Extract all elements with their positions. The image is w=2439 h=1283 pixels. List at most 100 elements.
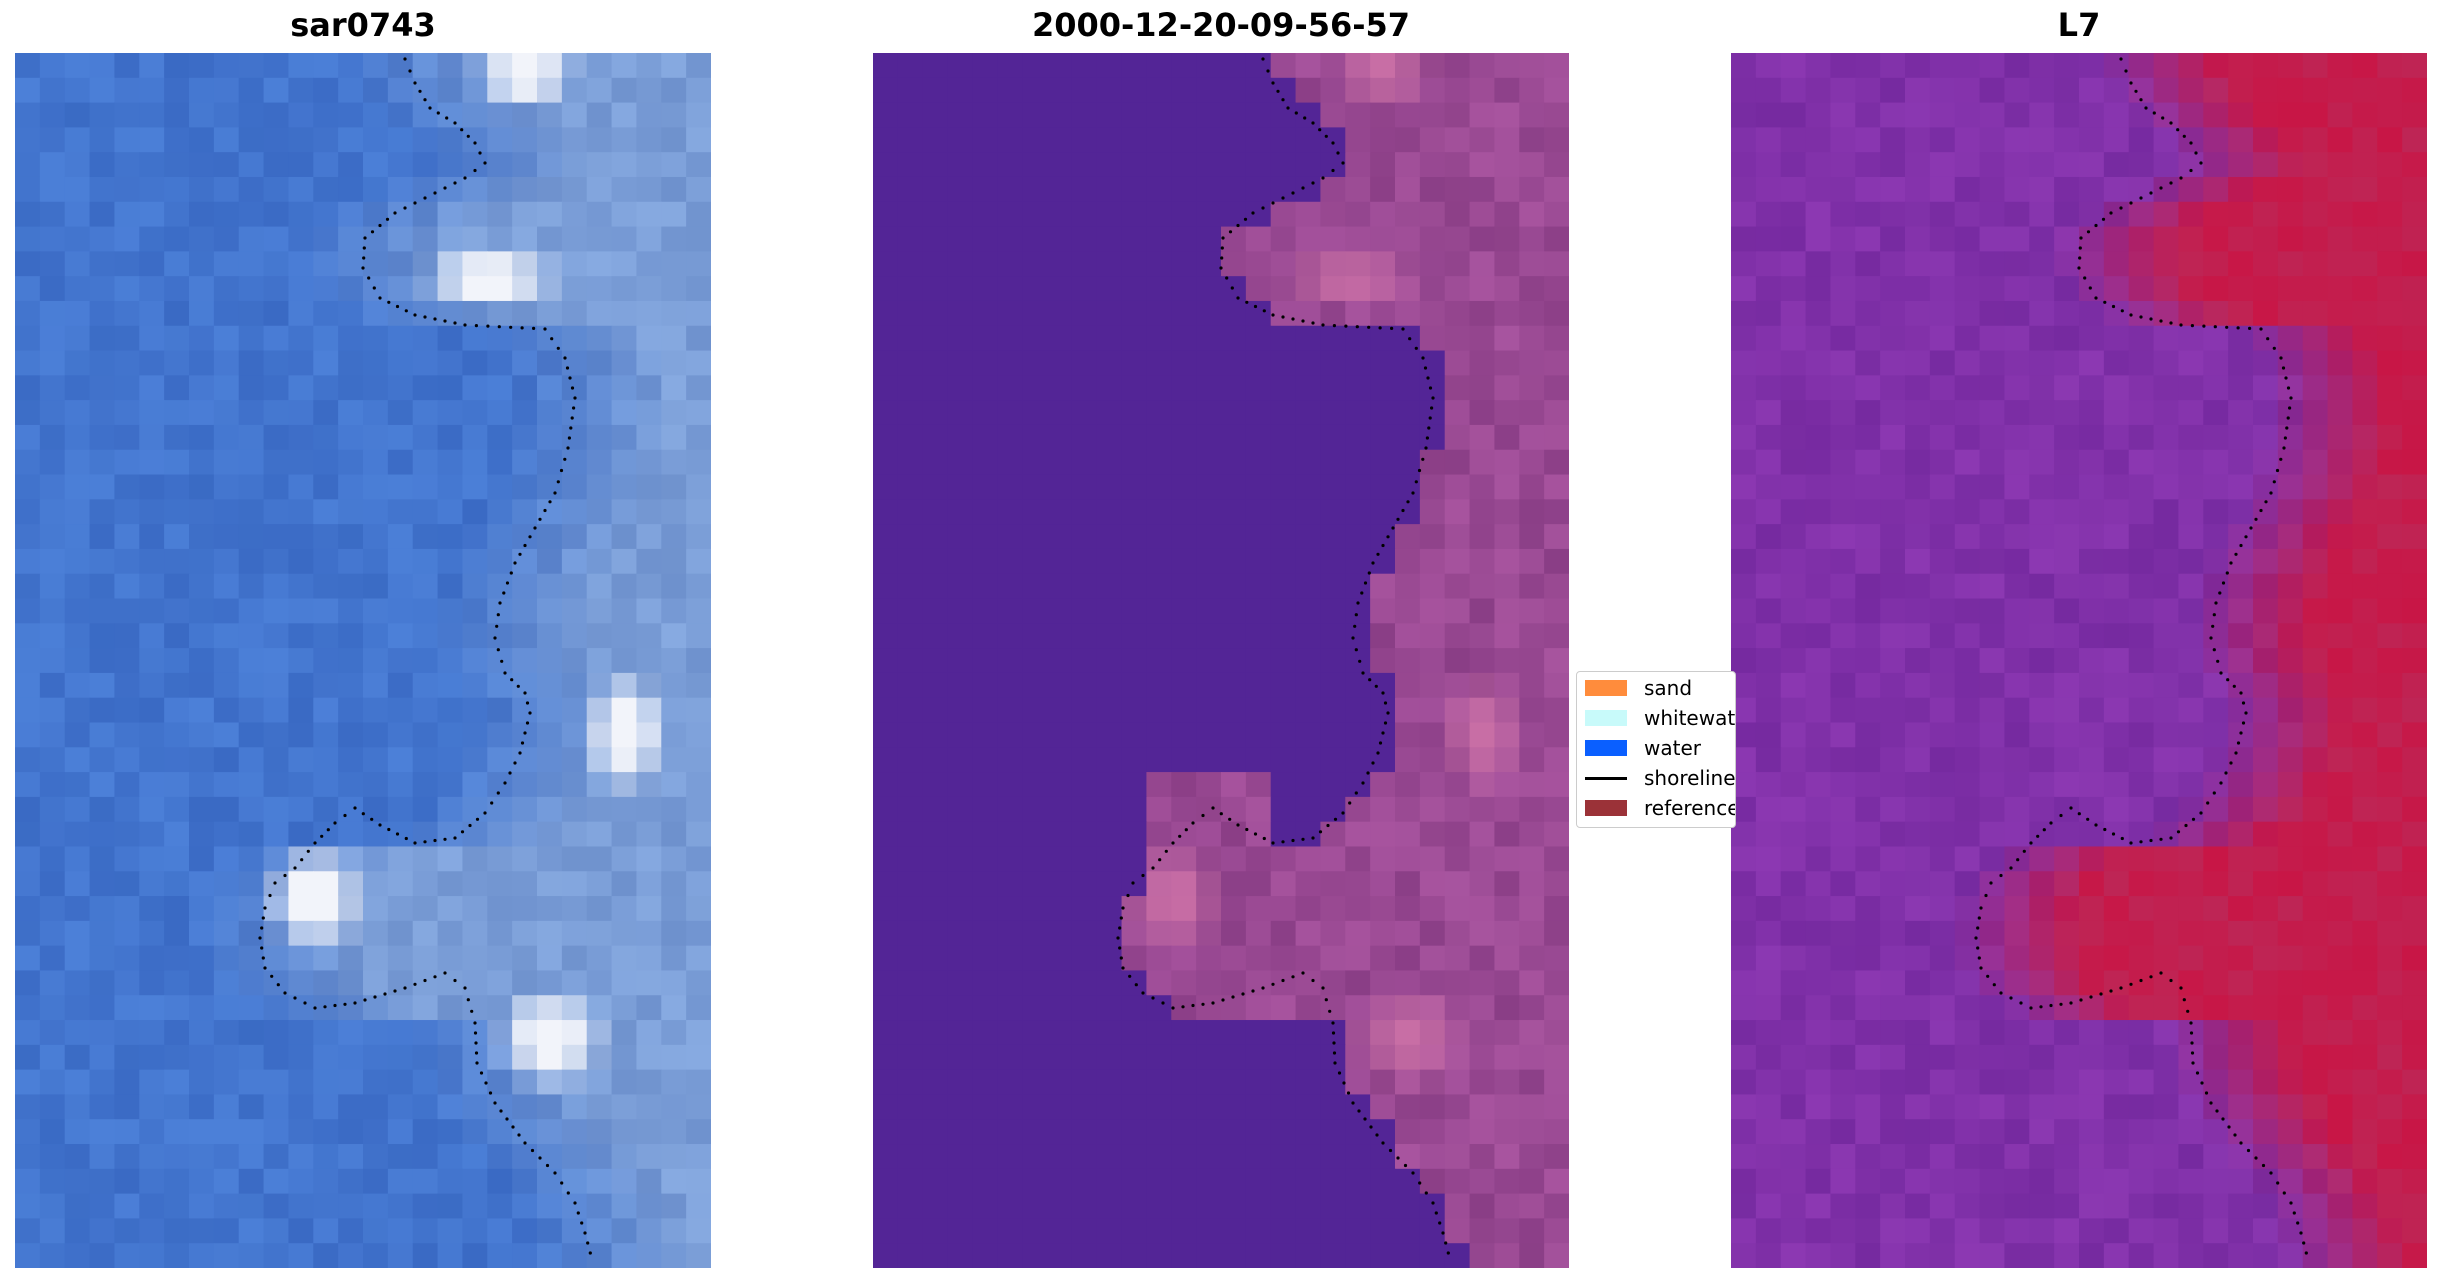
index-pixel bbox=[2377, 300, 2403, 327]
class-pixel bbox=[1221, 127, 1247, 153]
class-pixel bbox=[1022, 796, 1048, 823]
rgb-pixel bbox=[686, 648, 711, 674]
rgb-pixel bbox=[238, 300, 265, 327]
index-pixel bbox=[2128, 325, 2155, 352]
index-pixel bbox=[1954, 449, 1981, 476]
index-image bbox=[1731, 53, 2427, 1268]
index-pixel bbox=[1954, 1020, 1981, 1046]
shoreline-dot bbox=[2169, 836, 2173, 840]
rgb-pixel bbox=[487, 1243, 513, 1268]
index-pixel bbox=[1929, 672, 1956, 699]
index-pixel bbox=[1855, 201, 1881, 228]
index-pixel bbox=[2327, 524, 2354, 550]
class-pixel bbox=[1295, 1193, 1322, 1220]
rgb-pixel bbox=[164, 846, 190, 872]
rgb-pixel bbox=[164, 945, 190, 972]
rgb-pixel bbox=[263, 1094, 290, 1120]
rgb-pixel bbox=[661, 772, 687, 798]
rgb-pixel bbox=[661, 623, 687, 649]
rgb-pixel bbox=[288, 375, 314, 401]
class-pixel bbox=[1171, 499, 1197, 525]
class-pixel bbox=[1345, 102, 1371, 128]
shoreline-dot bbox=[2249, 526, 2253, 530]
rgb-pixel bbox=[537, 201, 563, 228]
index-pixel bbox=[2103, 1119, 2130, 1145]
class-pixel bbox=[1295, 424, 1322, 451]
rgb-pixel bbox=[288, 796, 314, 823]
rgb-pixel bbox=[661, 1193, 687, 1220]
rgb-image-panel bbox=[15, 53, 711, 1268]
rgb-pixel bbox=[561, 846, 588, 872]
rgb-pixel bbox=[139, 846, 165, 872]
class-pixel bbox=[997, 1119, 1023, 1145]
rgb-pixel bbox=[661, 846, 687, 872]
index-pixel bbox=[1805, 1144, 1832, 1170]
rgb-pixel bbox=[387, 300, 414, 327]
rgb-pixel bbox=[338, 226, 364, 252]
class-pixel bbox=[1519, 1193, 1545, 1220]
class-pixel bbox=[1096, 102, 1123, 128]
shoreline-dot bbox=[525, 721, 530, 725]
rgb-pixel bbox=[387, 276, 414, 302]
index-pixel bbox=[1929, 1094, 1956, 1120]
index-pixel bbox=[1830, 300, 1856, 327]
rgb-pixel bbox=[462, 598, 488, 624]
rgb-pixel bbox=[512, 300, 538, 327]
rgb-pixel bbox=[537, 871, 563, 897]
rgb-pixel bbox=[164, 1144, 190, 1170]
rgb-pixel bbox=[586, 201, 613, 228]
index-pixel bbox=[2153, 747, 2180, 773]
shoreline-dot bbox=[1245, 827, 1249, 832]
class-pixel bbox=[1171, 524, 1197, 550]
rgb-pixel bbox=[213, 375, 240, 401]
rgb-pixel bbox=[213, 474, 240, 500]
class-pixel bbox=[1022, 300, 1048, 327]
index-pixel bbox=[2327, 375, 2354, 401]
class-pixel bbox=[1345, 672, 1371, 699]
shoreline-dot bbox=[1251, 211, 1255, 215]
index-pixel bbox=[1954, 424, 1981, 451]
class-pixel bbox=[972, 871, 998, 897]
index-pixel bbox=[1880, 424, 1906, 451]
class-pixel bbox=[1096, 53, 1123, 79]
class-pixel bbox=[1419, 945, 1446, 972]
rgb-pixel bbox=[537, 1094, 563, 1120]
index-pixel bbox=[2352, 276, 2378, 302]
rgb-pixel bbox=[412, 896, 439, 922]
class-pixel bbox=[1345, 1119, 1371, 1145]
shoreline-dot bbox=[261, 916, 265, 920]
class-pixel bbox=[1047, 276, 1073, 302]
shoreline-dot bbox=[2289, 396, 2293, 400]
rgb-pixel bbox=[512, 1144, 538, 1170]
shoreline-dot bbox=[413, 841, 417, 845]
class-pixel bbox=[1071, 524, 1098, 550]
class-pixel bbox=[947, 1168, 974, 1195]
rgb-pixel bbox=[412, 846, 439, 872]
shoreline-dot bbox=[1977, 956, 1981, 960]
index-pixel bbox=[1855, 871, 1881, 897]
shoreline-dot bbox=[1383, 701, 1388, 705]
index-pixel bbox=[2079, 1069, 2105, 1096]
index-pixel bbox=[1929, 772, 1956, 798]
class-pixel bbox=[1071, 1168, 1098, 1195]
class-pixel bbox=[1519, 573, 1545, 600]
class-pixel bbox=[1419, 697, 1446, 724]
index-pixel bbox=[1954, 648, 1981, 674]
class-pixel bbox=[1196, 772, 1222, 798]
index-pixel bbox=[2153, 871, 2180, 897]
rgb-pixel bbox=[164, 102, 190, 128]
index-pixel bbox=[2029, 1168, 2055, 1195]
index-pixel bbox=[2302, 251, 2329, 277]
rgb-pixel bbox=[387, 896, 414, 922]
class-pixel bbox=[1121, 1168, 1148, 1195]
class-pixel bbox=[1171, 573, 1197, 600]
rgb-pixel bbox=[363, 573, 389, 600]
rgb-pixel bbox=[512, 995, 538, 1021]
class-pixel bbox=[873, 276, 899, 302]
index-pixel bbox=[1880, 53, 1906, 79]
class-pixel bbox=[997, 573, 1023, 600]
class-pixel bbox=[1096, 1020, 1123, 1046]
reference-swatch bbox=[1585, 800, 1627, 816]
index-pixel bbox=[1929, 648, 1956, 674]
class-pixel bbox=[1320, 1168, 1346, 1195]
